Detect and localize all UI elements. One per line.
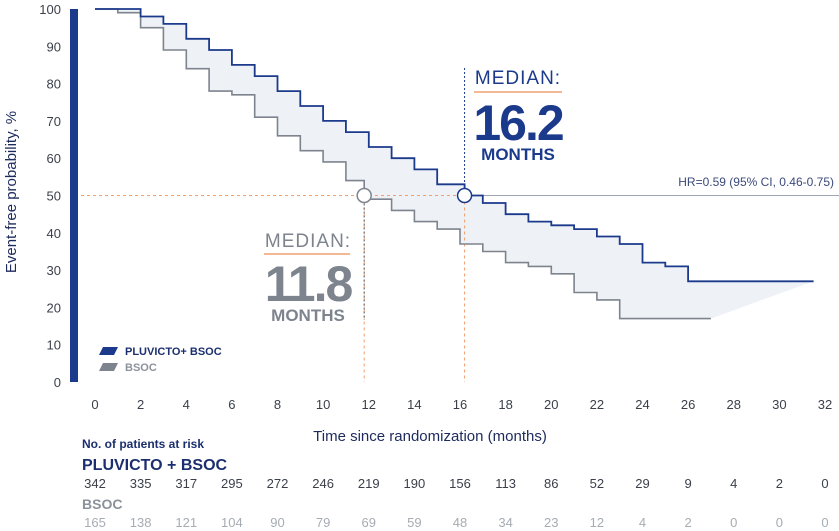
risk-count-bsoc: 2 [685,515,692,530]
y-tick-label: 30 [47,263,61,278]
risk-count-pluvicto: 0 [821,476,828,491]
risk-group-pluvicto-label: PLUVICTO + BSOC [82,457,228,474]
y-tick-label: 50 [47,189,61,204]
x-tick-label: 10 [316,397,330,412]
risk-count-bsoc: 69 [362,515,376,530]
survival-curves [95,8,814,320]
legend-label: BSOC [125,362,157,374]
median-marker-pluvicto [456,187,473,204]
hazard-ratio-text: HR=0.59 (95% CI, 0.46-0.75) [678,175,834,189]
median-pluvicto-label: MEDIAN: [475,68,561,89]
median-marker-bsoc [356,187,372,204]
x-axis-title: Time since randomization (months) [313,428,547,445]
between-curves-fill [95,9,814,319]
median-pluvicto-unit: MONTHS [481,145,555,164]
risk-count-bsoc: 23 [544,515,558,530]
median-guides [75,68,839,382]
risk-count-bsoc: 4 [639,515,646,530]
y-tick-label: 10 [47,338,61,353]
risk-count-bsoc: 165 [84,515,106,530]
y-tick-label: 60 [47,151,61,166]
legend-label: PLUVICTO+ BSOC [125,346,222,358]
y-tick-label: 40 [47,226,61,241]
median-pluvicto-value: 16.2 [473,95,563,151]
median-bsoc-value: 11.8 [265,256,353,312]
x-tick-label: 30 [772,397,786,412]
risk-count-pluvicto: 219 [358,476,380,491]
risk-count-bsoc: 59 [407,515,421,530]
y-tick-label: 100 [39,2,61,17]
risk-table: No. of patients at risk PLUVICTO + BSOC BS… [82,437,829,530]
risk-count-pluvicto: 295 [221,476,243,491]
risk-count-bsoc: 0 [776,515,783,530]
y-tick-label: 90 [47,39,61,54]
x-tick-label: 0 [91,397,98,412]
risk-count-pluvicto: 86 [544,476,558,491]
risk-count-pluvicto: 272 [267,476,289,491]
risk-count-bsoc: 138 [130,515,152,530]
x-tick-label: 28 [727,397,741,412]
risk-count-pluvicto: 4 [730,476,737,491]
x-tick-label: 24 [635,397,649,412]
x-tick-label: 14 [407,397,421,412]
risk-count-pluvicto: 52 [590,476,604,491]
legend: PLUVICTO+ BSOC BSOC [99,346,222,374]
risk-group-bsoc-label: BSOC [82,496,122,512]
risk-count-bsoc: 79 [316,515,330,530]
risk-count-bsoc: 0 [730,515,737,530]
median-bsoc-label: MEDIAN: [265,231,351,252]
risk-count-bsoc: 0 [821,515,828,530]
risk-count-pluvicto: 335 [130,476,152,491]
y-tick-label: 70 [47,114,61,129]
y-tick-label: 80 [47,77,61,92]
risk-count-bsoc: 121 [175,515,197,530]
risk-count-pluvicto: 342 [84,476,106,491]
x-tick-label: 20 [544,397,558,412]
x-tick-label: 4 [183,397,190,412]
y-tick-label: 20 [47,300,61,315]
risk-count-pluvicto: 2 [776,476,783,491]
risk-table-title: No. of patients at risk [82,437,204,451]
series-line-pluvicto [95,8,814,283]
y-axis-title: Event-free probability, % [3,111,20,273]
x-tick-label: 6 [228,397,235,412]
legend-swatch [99,363,118,371]
x-tick-label: 8 [274,397,281,412]
median-bsoc-unit: MONTHS [271,306,345,325]
x-tick-label: 22 [590,397,604,412]
risk-count-pluvicto: 246 [312,476,334,491]
curve-gap-fill [95,9,814,319]
risk-count-pluvicto: 317 [175,476,197,491]
risk-count-pluvicto: 9 [685,476,692,491]
x-tick-label: 2 [137,397,144,412]
risk-count-pluvicto: 113 [495,476,516,491]
y-tick-label: 0 [54,375,61,390]
legend-swatch [99,347,118,355]
risk-count-bsoc: 104 [221,515,243,530]
risk-count-bsoc: 90 [270,515,284,530]
x-tick-label: 32 [818,397,832,412]
risk-count-pluvicto: 156 [449,476,471,491]
y-axis-bar [70,9,78,382]
risk-count-bsoc: 48 [453,515,467,530]
x-tick-label: 26 [681,397,695,412]
risk-count-bsoc: 12 [590,515,604,530]
x-tick-label: 16 [453,397,467,412]
x-tick-label: 18 [498,397,512,412]
annotations: MEDIAN:16.2MONTHSMEDIAN:11.8MONTHSHR=0.5… [264,68,834,325]
risk-count-pluvicto: 190 [404,476,426,491]
x-tick-label: 12 [362,397,376,412]
risk-count-bsoc: 34 [498,515,512,530]
risk-count-pluvicto: 29 [635,476,649,491]
